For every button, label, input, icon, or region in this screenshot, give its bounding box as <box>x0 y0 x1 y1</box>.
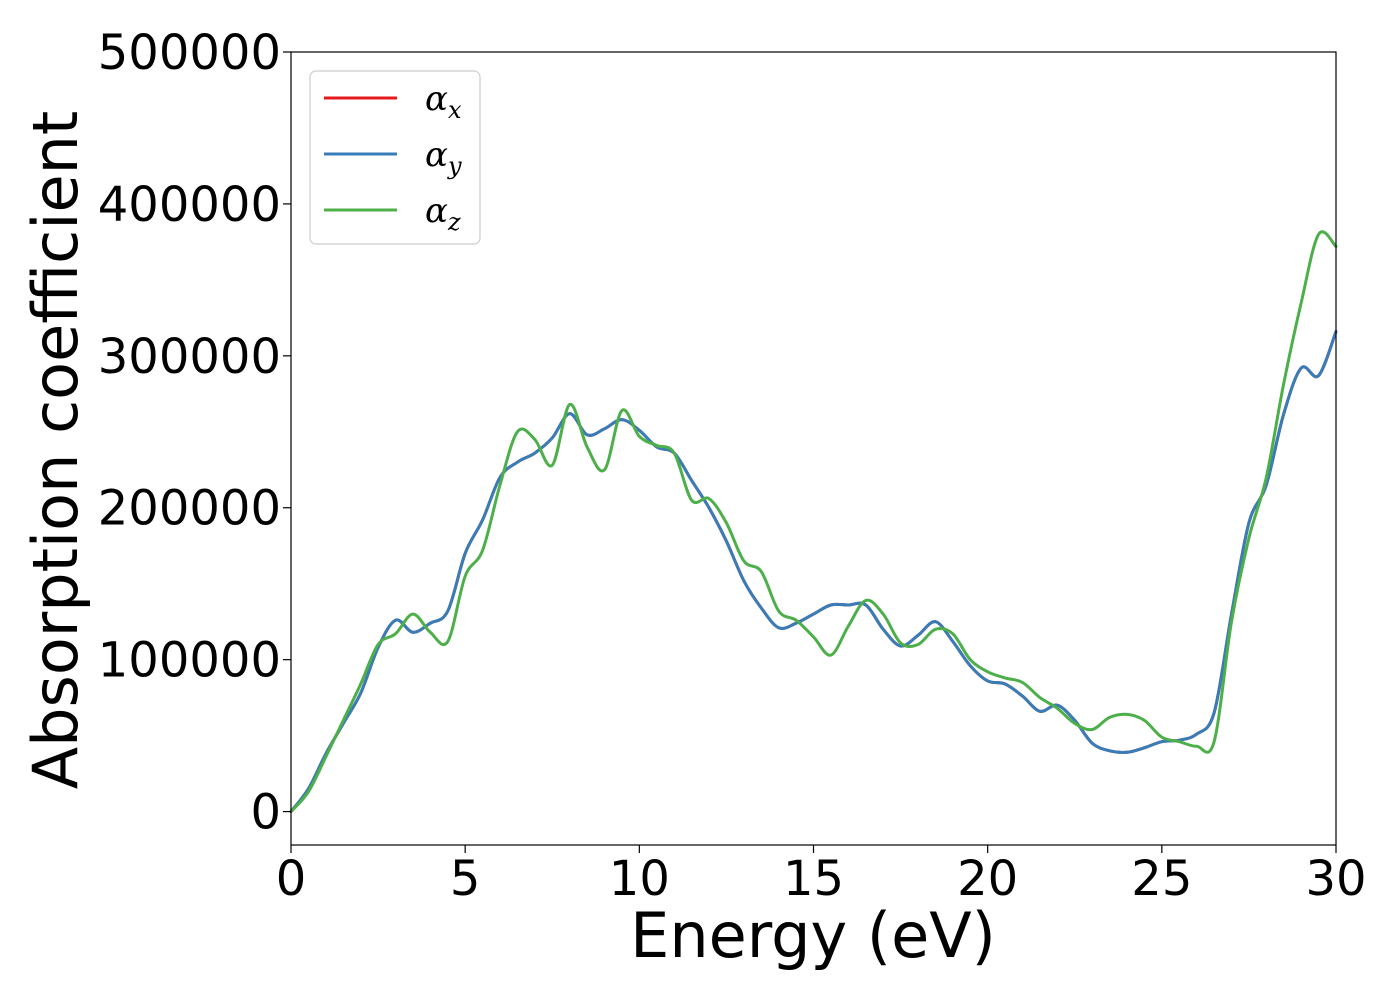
y-tick-label: 500000 <box>98 25 281 81</box>
x-tick-label: 30 <box>1305 851 1366 907</box>
x-axis-title: Energy (eV) <box>630 899 996 972</box>
x-tick-label: 5 <box>450 851 481 907</box>
y-axis: 0 100000 200000 300000 400000 500000 <box>98 25 291 841</box>
series-layer <box>289 230 1338 814</box>
series-line-z <box>289 230 1338 814</box>
legend-label-y: αy <box>425 135 462 180</box>
legend-label-x: αx <box>425 79 462 124</box>
legend: αx αy αz <box>309 70 481 245</box>
x-tick-label: 15 <box>783 851 844 907</box>
y-tick-label: 400000 <box>98 177 281 233</box>
y-tick-label: 0 <box>250 785 281 841</box>
y-tick-label: 300000 <box>98 329 281 385</box>
legend-label-z: αz <box>425 191 461 236</box>
x-tick-label: 10 <box>609 851 670 907</box>
x-tick-label: 25 <box>1131 851 1192 907</box>
legend-box <box>309 70 481 245</box>
x-tick-label: 0 <box>276 851 307 907</box>
y-tick-label: 200000 <box>98 481 281 537</box>
x-axis: 0 5 10 15 20 25 30 <box>276 845 1367 907</box>
x-tick-label: 20 <box>957 851 1018 907</box>
y-tick-label: 100000 <box>98 633 281 689</box>
y-axis-title: Absorption coefficient <box>19 111 92 790</box>
